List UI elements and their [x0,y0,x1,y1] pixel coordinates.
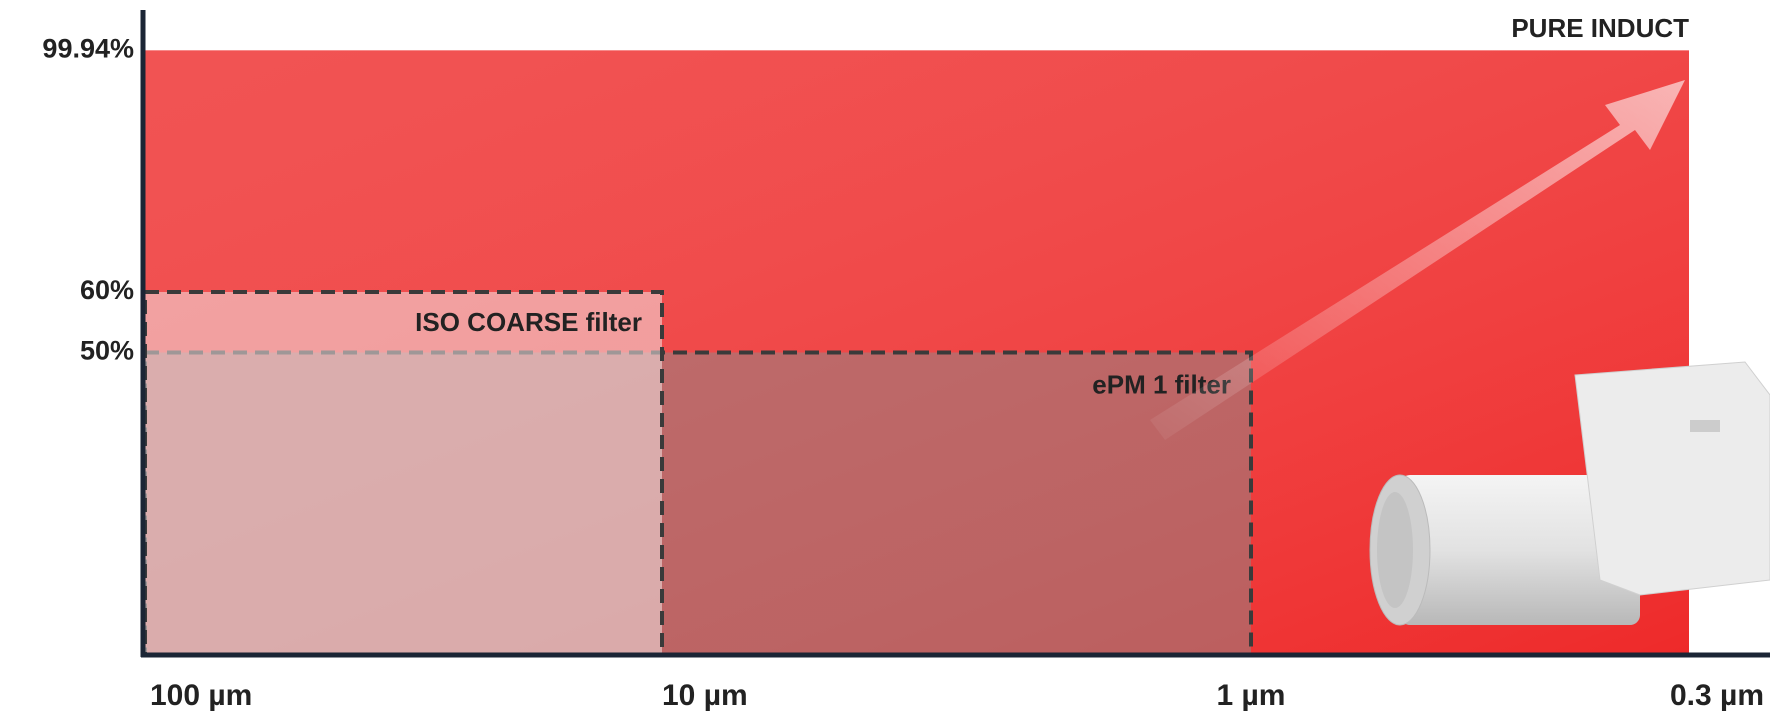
x-tick-label: 1 µm [1217,679,1286,712]
x-tick-label: 10 µm [662,679,748,712]
y-tick-label: 50% [80,336,134,366]
y-tick-label: 60% [80,275,134,305]
x-tick-label: 100 µm [150,679,252,712]
page: ePM 1 filterISO COARSE filter PURE INDUC… [0,0,1770,717]
x-tick-label: 0.3 µm [1670,679,1764,712]
y-tick-label: 99.94% [42,33,134,63]
series-label: ISO COARSE filter [415,307,642,337]
series-label: PURE INDUCT [1511,13,1689,43]
chart: ePM 1 filterISO COARSE filter PURE INDUC… [0,0,1770,717]
bar [145,292,662,655]
